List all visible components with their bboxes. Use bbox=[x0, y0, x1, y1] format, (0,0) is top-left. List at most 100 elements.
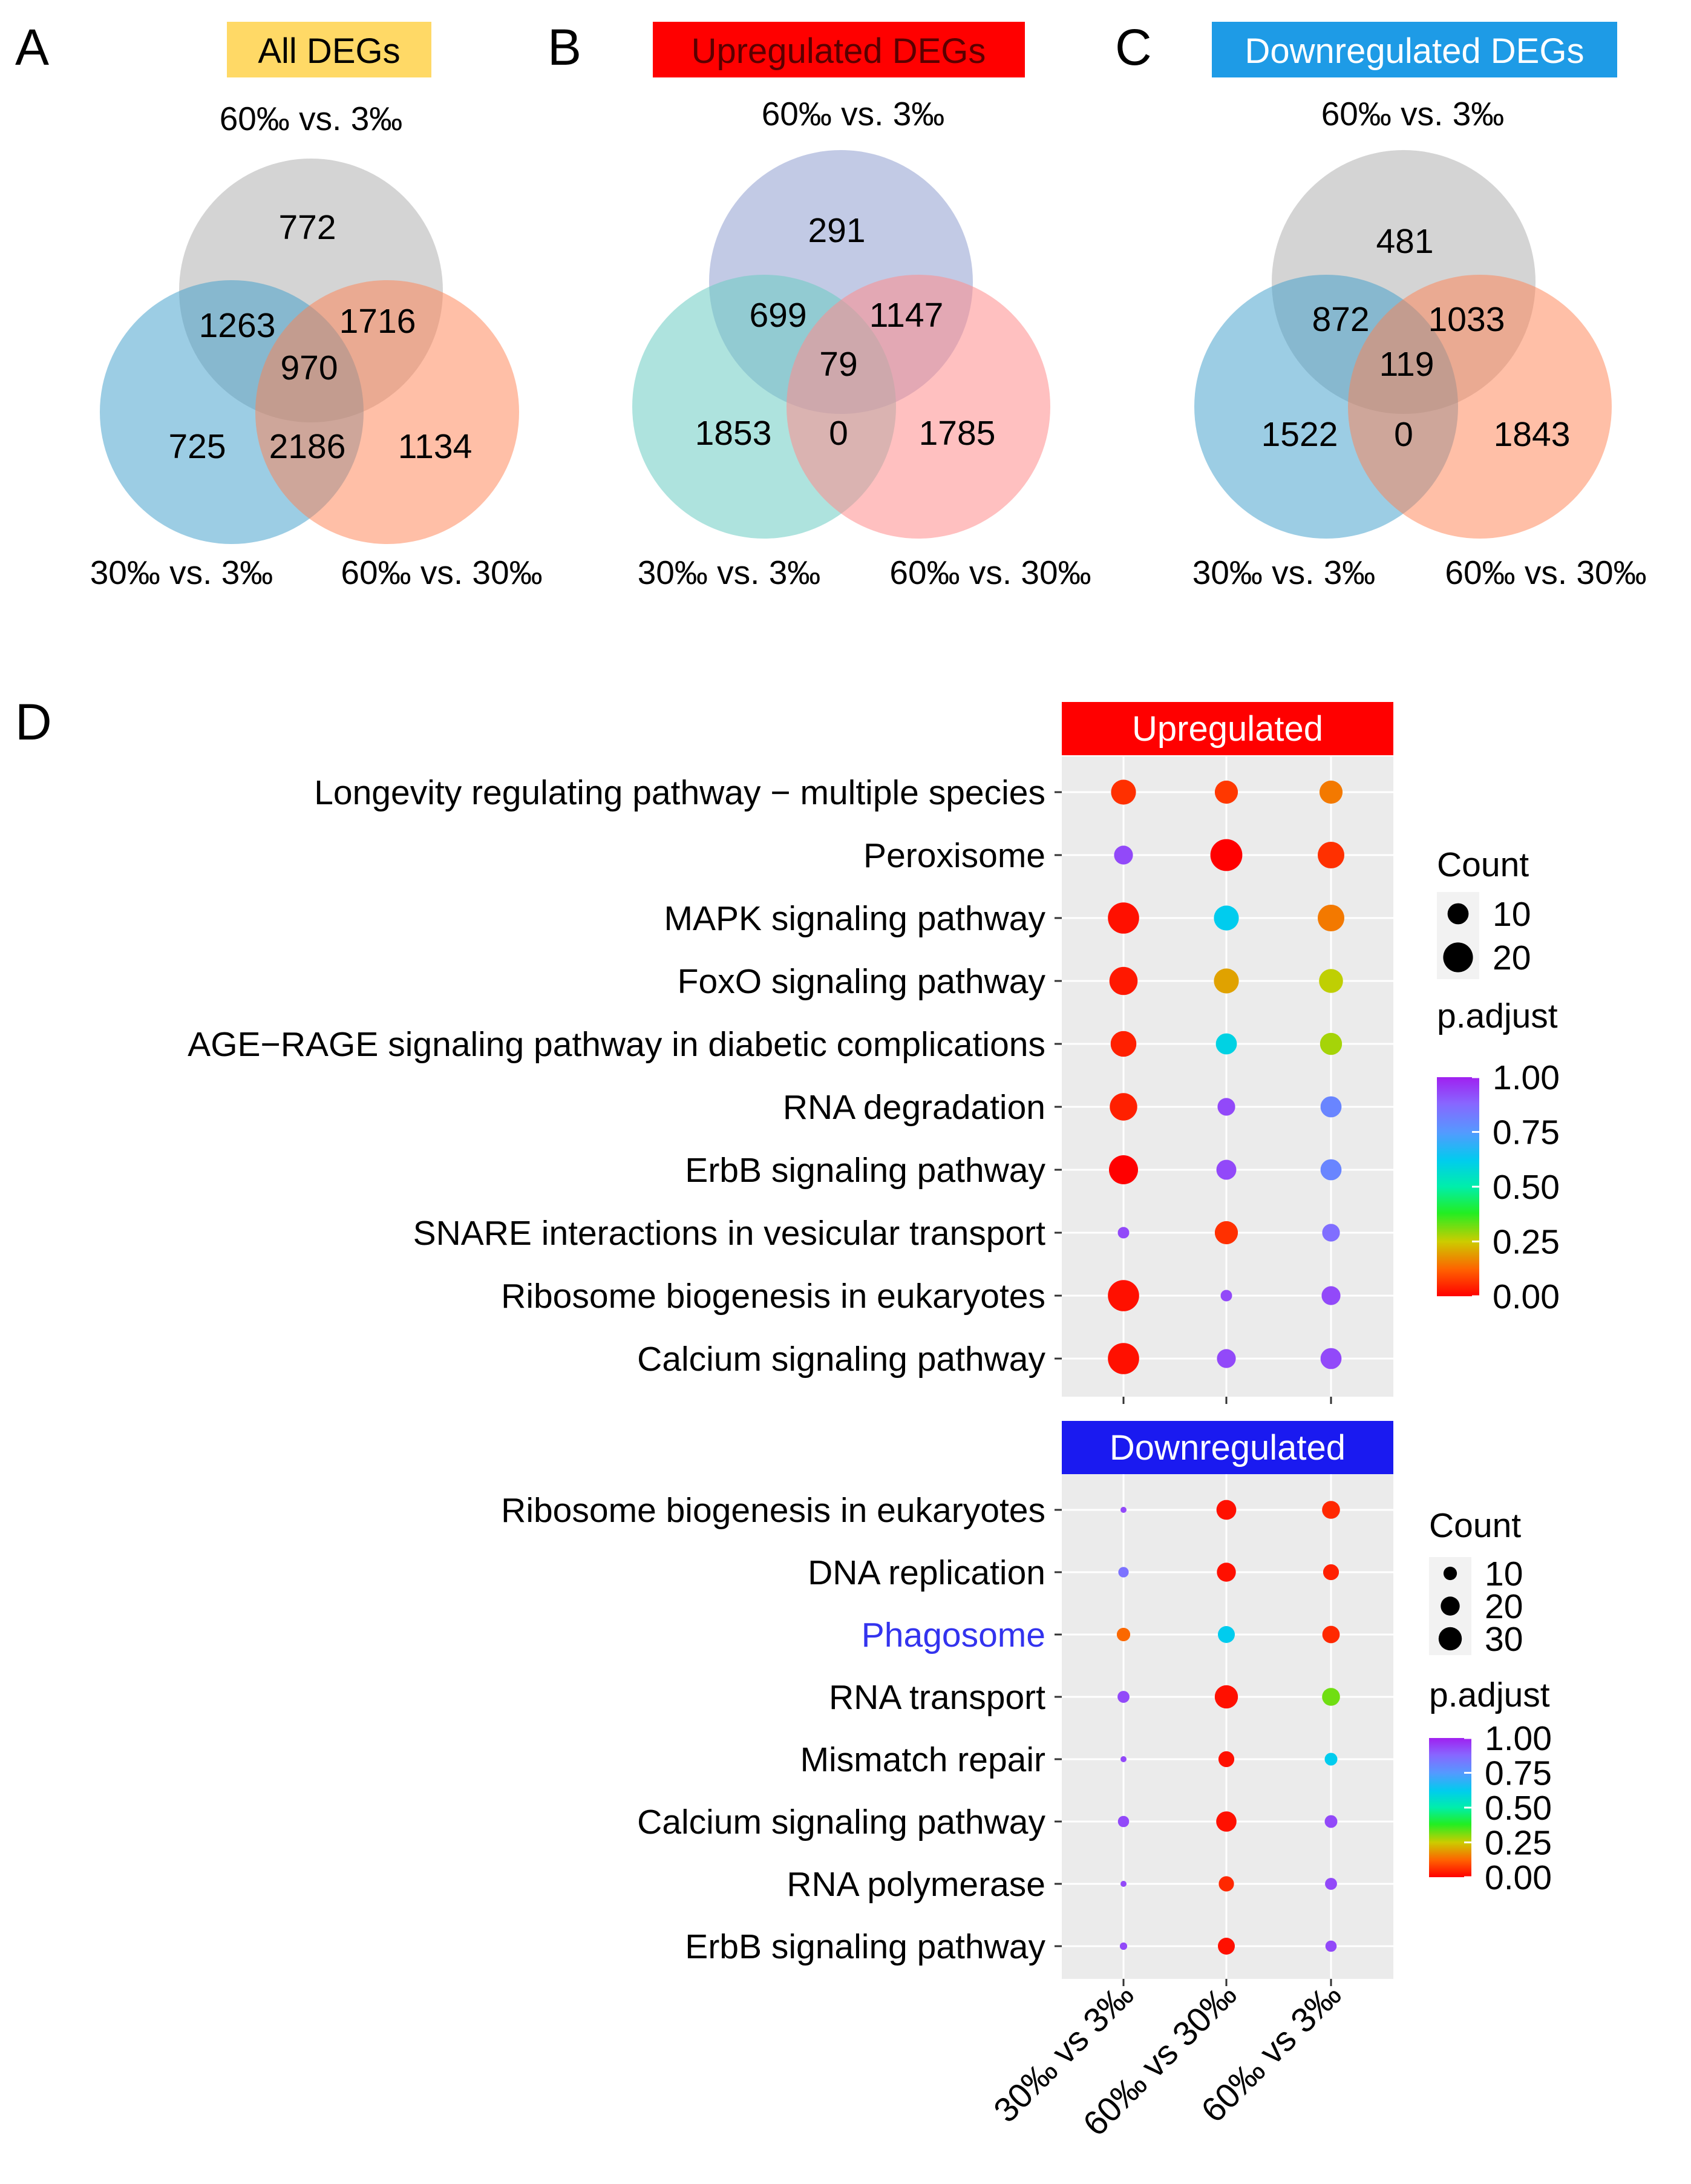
venn-a-top-right: 1716 bbox=[339, 302, 416, 341]
legend-colorbar-label: 0.00 bbox=[1485, 1858, 1552, 1897]
term-label: AGE−RAGE signaling pathway in diabetic c… bbox=[188, 1025, 1045, 1064]
legend-colorbar-label: 0.50 bbox=[1485, 1789, 1552, 1828]
venn-b-left-right: 0 bbox=[829, 414, 848, 453]
venn-a-left-right: 2186 bbox=[269, 427, 346, 466]
dot bbox=[1109, 966, 1138, 995]
dot bbox=[1216, 1500, 1237, 1520]
dot bbox=[1320, 1348, 1342, 1369]
dot bbox=[1321, 1286, 1341, 1305]
legend-count-label: 30 bbox=[1485, 1620, 1523, 1659]
venn-b-top-label: 60‰ vs. 3‰ bbox=[762, 95, 945, 133]
dot bbox=[1218, 1626, 1235, 1643]
term-label: Ribosome biogenesis in eukaryotes bbox=[501, 1491, 1045, 1530]
dot bbox=[1120, 1507, 1127, 1513]
dot bbox=[1210, 839, 1243, 871]
term-label: Mismatch repair bbox=[800, 1740, 1045, 1779]
dot bbox=[1217, 1563, 1236, 1582]
term-label: RNA polymerase bbox=[787, 1865, 1045, 1904]
dot bbox=[1325, 1878, 1337, 1890]
venn-b-left-only: 1853 bbox=[695, 414, 772, 453]
venn-c-left-only: 1522 bbox=[1261, 415, 1338, 454]
venn-b-left-label: 30‰ vs. 3‰ bbox=[638, 554, 821, 591]
venn-a-right-only: 1134 bbox=[398, 427, 473, 466]
term-label: Calcium signaling pathway bbox=[637, 1803, 1045, 1841]
legend-colorbar-label: 1.00 bbox=[1493, 1058, 1560, 1097]
dot bbox=[1117, 1227, 1130, 1239]
legend-colorbar-label: 0.25 bbox=[1485, 1824, 1552, 1863]
dot bbox=[1114, 845, 1133, 865]
panel-letter-a: A bbox=[15, 19, 49, 76]
dot bbox=[1325, 1940, 1337, 1952]
term-label: MAPK signaling pathway bbox=[664, 899, 1045, 938]
term-label: ErbB signaling pathway bbox=[685, 1151, 1045, 1190]
dot bbox=[1323, 1564, 1339, 1581]
venn-c-center: 119 bbox=[1379, 345, 1434, 384]
term-label: Ribosome biogenesis in eukaryotes bbox=[501, 1277, 1045, 1316]
venn-c-right-only: 1843 bbox=[1494, 415, 1571, 454]
venn-c-left-right: 0 bbox=[1394, 415, 1413, 454]
dot bbox=[1319, 969, 1343, 993]
dotplot-upregulated: Upregulated Longevity regulating pathway … bbox=[188, 702, 1560, 1404]
dot bbox=[1214, 1221, 1238, 1245]
term-label: Calcium signaling pathway bbox=[637, 1340, 1045, 1379]
venn-c-top-left: 872 bbox=[1312, 300, 1369, 339]
term-label: Phagosome bbox=[862, 1616, 1045, 1654]
dot bbox=[1320, 1032, 1343, 1055]
dot bbox=[1108, 1343, 1139, 1374]
dot bbox=[1109, 1155, 1138, 1184]
venn-a-right-label: 60‰ vs. 30‰ bbox=[341, 554, 542, 591]
legend-count-dot bbox=[1438, 1627, 1462, 1651]
dot bbox=[1108, 902, 1139, 934]
venn-a-title: All DEGs bbox=[258, 31, 400, 71]
venn-b-top-only: 291 bbox=[808, 211, 865, 250]
term-label: Peroxisome bbox=[863, 836, 1045, 875]
venn-c-top-right: 1033 bbox=[1428, 300, 1505, 339]
dot bbox=[1218, 1751, 1235, 1768]
dot bbox=[1117, 1815, 1130, 1828]
term-label: RNA degradation bbox=[783, 1088, 1045, 1127]
venn-panel-c: C Downregulated DEGs 60‰ vs. 3‰ 481 872 … bbox=[1115, 19, 1647, 591]
venn-a-top-only: 772 bbox=[278, 208, 336, 247]
legend-colorbar-label: 1.00 bbox=[1485, 1719, 1552, 1758]
venn-c-left-label: 30‰ vs. 3‰ bbox=[1192, 554, 1376, 591]
dot bbox=[1108, 1280, 1139, 1311]
dot bbox=[1217, 1098, 1235, 1116]
term-label: SNARE interactions in vesicular transpor… bbox=[413, 1214, 1046, 1253]
dot bbox=[1214, 905, 1239, 931]
dot bbox=[1216, 1159, 1237, 1180]
legend-count-dot bbox=[1441, 1596, 1460, 1616]
dot bbox=[1118, 1567, 1129, 1578]
venn-c-top-label: 60‰ vs. 3‰ bbox=[1321, 95, 1505, 133]
venn-panel-b: B Upregulated DEGs 60‰ vs. 3‰ 291 699 11… bbox=[548, 19, 1091, 591]
dot bbox=[1214, 1685, 1238, 1709]
strip-label: Downregulated bbox=[1110, 1428, 1346, 1467]
term-label: Longevity regulating pathway − multiple … bbox=[314, 773, 1045, 812]
legend-count-dot bbox=[1447, 903, 1469, 925]
panel-letter-d: D bbox=[15, 694, 52, 750]
dot bbox=[1120, 1881, 1127, 1887]
dot bbox=[1322, 1688, 1340, 1706]
dot bbox=[1217, 1349, 1236, 1368]
strip-bg bbox=[1062, 702, 1393, 755]
dot bbox=[1116, 1627, 1131, 1642]
dotplot-downregulated: Downregulated Ribosome biogenesis in euka… bbox=[501, 1421, 1552, 2143]
dot bbox=[1322, 1501, 1340, 1519]
venn-b-right-circle bbox=[787, 275, 1050, 539]
legend-count-label: 10 bbox=[1493, 895, 1531, 934]
legend-count-label: 20 bbox=[1485, 1587, 1523, 1626]
term-label: ErbB signaling pathway bbox=[685, 1927, 1045, 1966]
strip-label: Upregulated bbox=[1132, 709, 1323, 749]
venn-a-title-box bbox=[227, 22, 431, 77]
legend-count-title: Count bbox=[1437, 845, 1529, 884]
dot bbox=[1110, 1031, 1137, 1057]
dot bbox=[1111, 779, 1136, 805]
venn-b-right-label: 60‰ vs. 30‰ bbox=[889, 554, 1091, 591]
term-label: DNA replication bbox=[808, 1553, 1045, 1592]
dot bbox=[1220, 1290, 1232, 1302]
dot bbox=[1215, 1033, 1237, 1055]
venn-b-center: 79 bbox=[819, 345, 857, 384]
dot bbox=[1320, 1096, 1342, 1118]
dot bbox=[1320, 1159, 1342, 1181]
dot bbox=[1319, 780, 1343, 804]
